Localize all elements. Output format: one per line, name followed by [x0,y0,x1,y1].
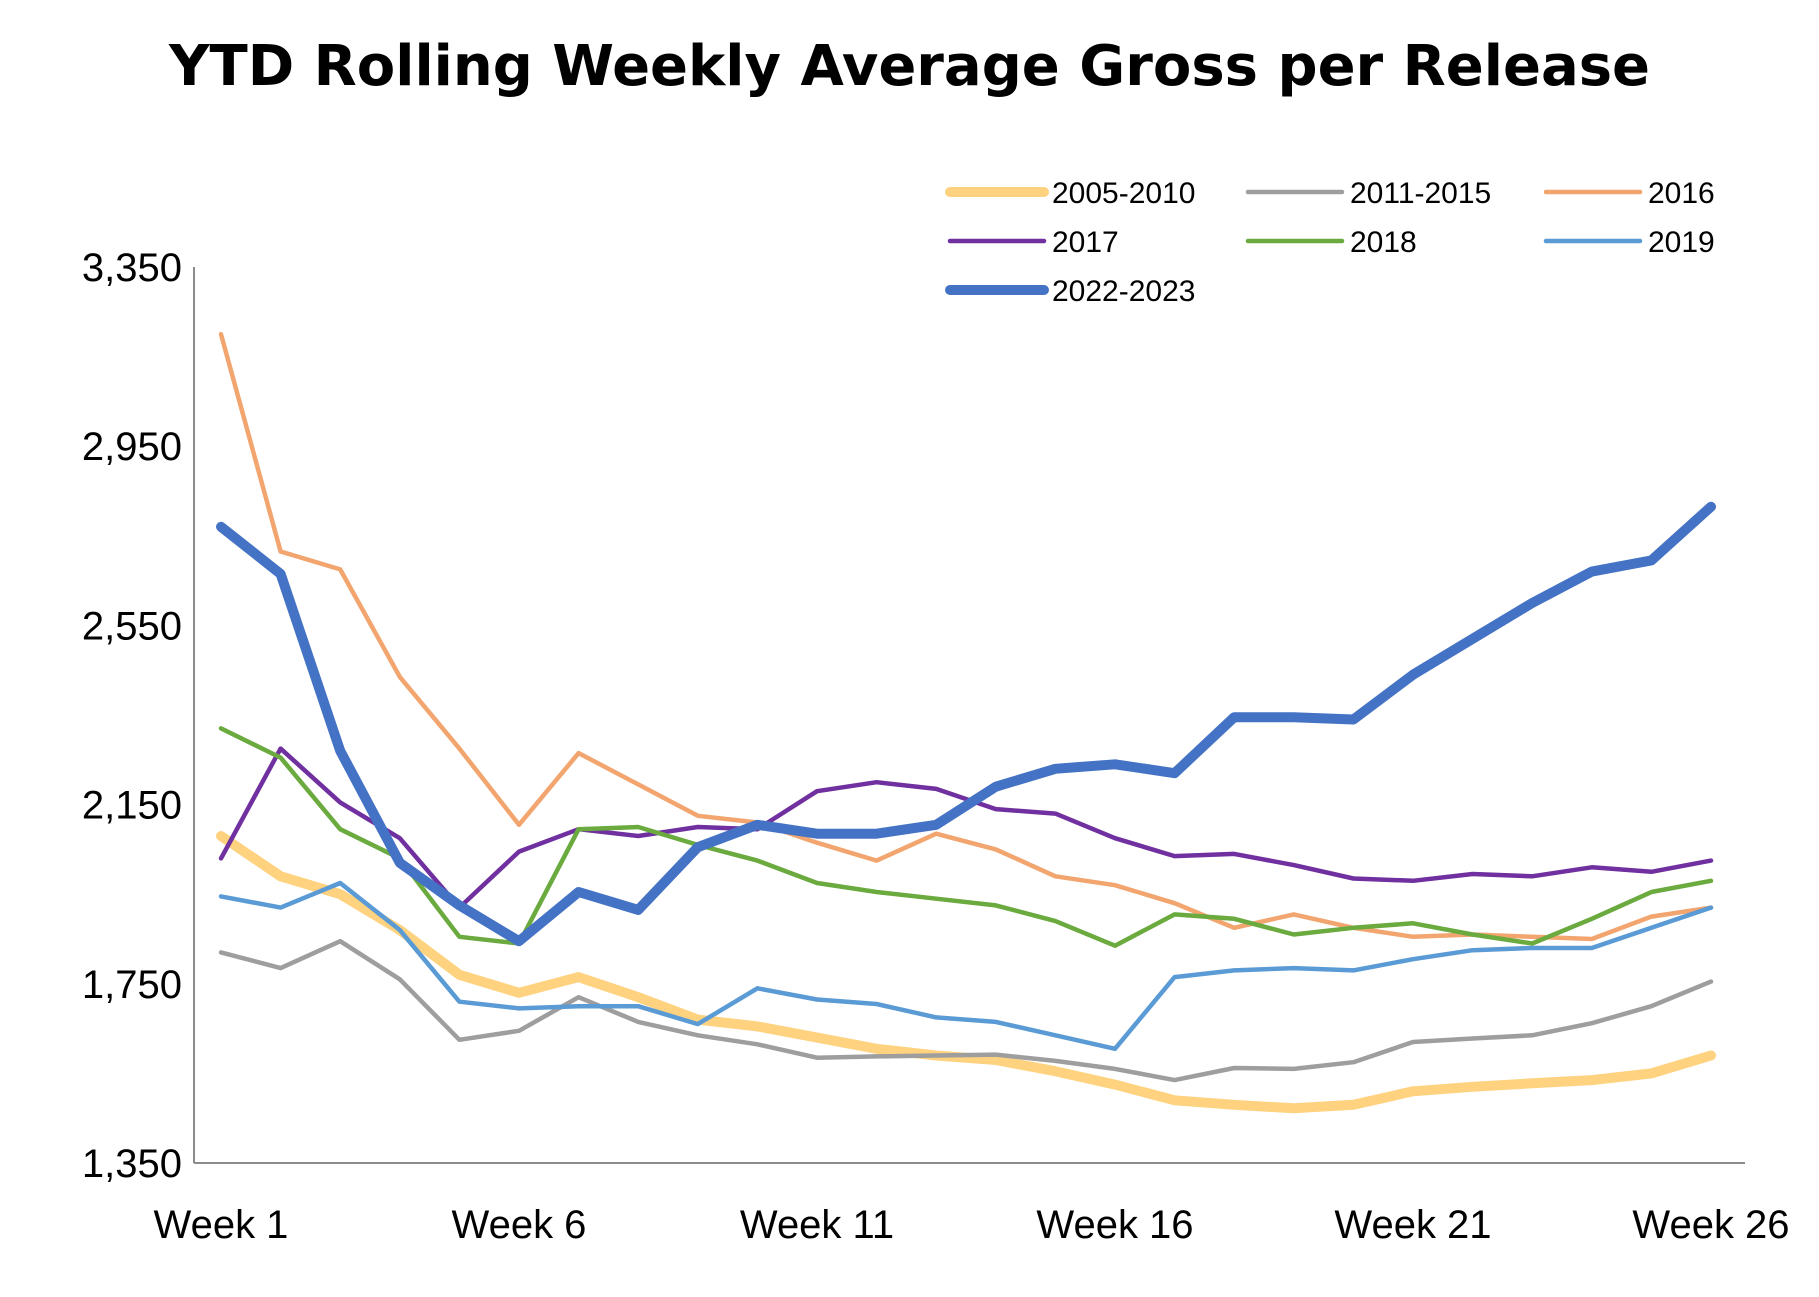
y-tick-label: 2,950 [82,425,182,469]
y-axis-ticks: 1,350 1,750 2,150 2,550 2,950 3,350 [82,246,182,1186]
legend-label-2022-2023: 2022-2023 [1052,275,1195,308]
series-line-2017 [218,746,1714,910]
legend: 2005-2010 2011-2015 2016 2017 2018 2019 2022-2… [945,177,1715,308]
legend-label-2018: 2018 [1350,226,1417,259]
y-tick-label: 1,350 [82,1142,182,1186]
y-tick-label: 1,750 [82,963,182,1007]
x-tick-label: Week 1 [154,1203,289,1247]
y-tick-label: 3,350 [82,246,182,290]
y-tick-label: 2,550 [82,604,182,648]
series-line-2019 [218,880,1714,1052]
legend-label-2011-2015: 2011-2015 [1350,177,1491,210]
x-tick-label: Week 6 [452,1203,587,1247]
series-line-2018 [218,726,1714,948]
x-axis-ticks: Week 1 Week 6 Week 11 Week 16 Week 21 Week 26 [154,1203,1790,1247]
x-tick-label: Week 26 [1632,1203,1789,1247]
series-lines [216,331,1716,1114]
axes [193,267,1745,1164]
y-tick-label: 2,150 [82,784,182,828]
series-line-2011-2015 [218,938,1714,1083]
legend-label-2017: 2017 [1052,226,1119,259]
series-line-2022-2023 [216,501,1716,947]
x-tick-label: Week 21 [1334,1203,1491,1247]
series-line-2005-2010 [216,831,1716,1114]
x-tick-label: Week 11 [740,1203,894,1247]
legend-label-2019: 2019 [1648,226,1715,259]
legend-label-2016: 2016 [1648,177,1715,210]
chart-title: YTD Rolling Weekly Average Gross per Rel… [168,34,1650,99]
x-tick-label: Week 16 [1036,1203,1193,1247]
legend-label-2005-2010: 2005-2010 [1052,177,1195,210]
